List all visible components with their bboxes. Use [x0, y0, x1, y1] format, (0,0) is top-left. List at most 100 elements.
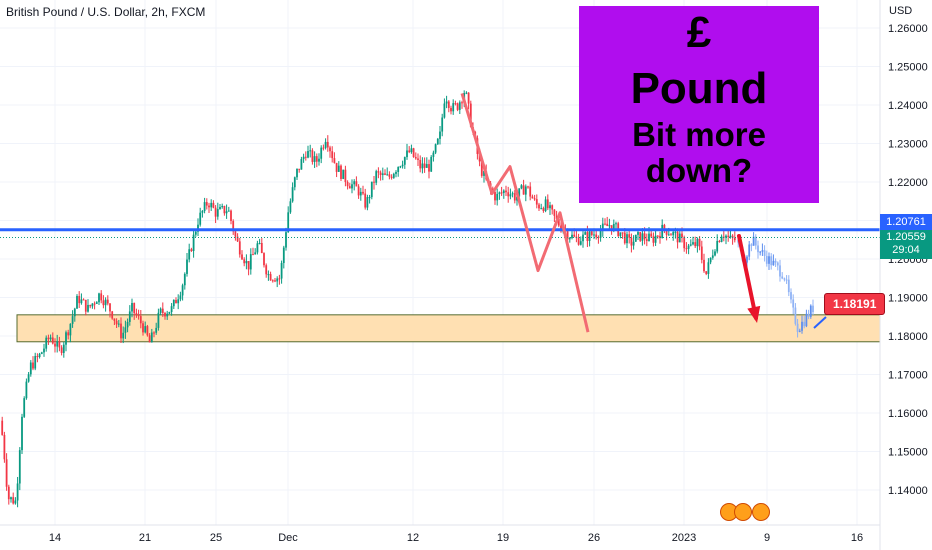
- candle-body: [599, 230, 602, 238]
- candle-body: [236, 236, 239, 242]
- candle-body: [23, 398, 26, 417]
- candle-body: [750, 244, 753, 246]
- candle-body: [179, 295, 182, 300]
- candle-body: [357, 186, 360, 196]
- callout-price-label[interactable]: 1.18191: [824, 293, 886, 315]
- candle-body: [681, 233, 683, 238]
- candle-body: [293, 177, 296, 188]
- us-flag-icon[interactable]: [734, 503, 752, 521]
- candle-body: [725, 235, 727, 238]
- candle-body: [588, 231, 591, 241]
- candle-body: [234, 231, 237, 237]
- candle-body: [69, 323, 72, 336]
- candle-body: [423, 163, 426, 168]
- candle-body: [172, 299, 175, 307]
- candle-body: [291, 187, 294, 202]
- candle-body: [21, 416, 23, 451]
- candle-body: [16, 483, 19, 501]
- candle-body: [14, 500, 17, 504]
- candle-body: [794, 307, 797, 324]
- candle-body: [38, 353, 41, 357]
- candle-body: [566, 231, 569, 240]
- candle-body: [626, 234, 628, 244]
- candle-body: [718, 241, 721, 243]
- candle-body: [443, 103, 446, 118]
- projection-zigzag[interactable]: [460, 93, 590, 333]
- candle-body: [278, 278, 281, 280]
- candle-body: [36, 356, 39, 358]
- candle-body: [381, 173, 384, 176]
- candle-body: [221, 206, 224, 208]
- candle-body: [748, 244, 751, 257]
- candle-body: [267, 274, 270, 276]
- candle-body: [249, 254, 252, 270]
- candle-body: [329, 147, 331, 152]
- candle-body: [164, 313, 166, 317]
- candle-body: [480, 161, 483, 176]
- candle-body: [208, 205, 210, 208]
- candle-body: [342, 169, 345, 179]
- candle-body: [703, 259, 705, 272]
- candle-body: [331, 151, 334, 159]
- candle-body: [73, 308, 76, 317]
- candle-body: [648, 233, 650, 242]
- candle-body: [507, 192, 510, 197]
- candle-body: [379, 172, 382, 176]
- candle-body: [757, 245, 759, 253]
- candle-body: [113, 318, 116, 321]
- candle-body: [177, 299, 180, 304]
- down-arrow-shaft: [737, 234, 758, 320]
- candle-body: [645, 239, 648, 242]
- candle-body: [502, 190, 505, 194]
- candle-body: [32, 362, 34, 369]
- candle-body: [232, 220, 235, 232]
- candle-body: [727, 235, 730, 237]
- candle-body: [639, 232, 642, 241]
- candle-body: [168, 311, 171, 314]
- candle-body: [188, 249, 191, 260]
- x-axis: 14 21 25 Dec 12 19 26 2023 9 16: [49, 532, 863, 544]
- candle-body: [47, 337, 50, 340]
- x-tick-label: 25: [210, 532, 222, 544]
- candle-body: [1, 420, 4, 435]
- support-zone[interactable]: [16, 314, 881, 343]
- candle-body: [461, 102, 463, 104]
- candle-body: [346, 182, 349, 187]
- chart-grid: [0, 0, 880, 525]
- candle-body: [159, 308, 162, 313]
- candle-body: [150, 332, 153, 343]
- candle-body: [661, 224, 664, 239]
- uk-flag-icon[interactable]: [752, 503, 770, 521]
- candle-body: [58, 341, 61, 348]
- candle-body: [175, 299, 177, 304]
- candle-body: [166, 313, 169, 317]
- candle-body: [439, 131, 441, 139]
- candle-body: [280, 263, 283, 279]
- x-tick-label: 12: [407, 532, 419, 544]
- x-tick-label: 21: [139, 532, 151, 544]
- candle-body: [445, 101, 448, 104]
- candle-body: [746, 256, 748, 263]
- candle-body: [531, 196, 534, 199]
- candle-body: [595, 234, 598, 238]
- last-price-value: 1.20559: [886, 231, 926, 243]
- candle-body: [282, 247, 285, 264]
- candle-body: [643, 233, 646, 240]
- candle-body: [43, 348, 45, 353]
- candle-body: [798, 330, 801, 332]
- candle-body: [265, 265, 268, 275]
- candle-body: [146, 326, 149, 336]
- candle-body: [465, 92, 468, 94]
- candle-body: [80, 299, 83, 304]
- y-tick-label: 1.22000: [888, 177, 928, 189]
- candle-body: [518, 188, 521, 197]
- candle-body: [765, 255, 768, 264]
- candle-body: [522, 185, 525, 195]
- candle-body: [18, 450, 21, 484]
- candle-body: [414, 156, 417, 159]
- candle-body: [45, 337, 48, 349]
- candle-body: [586, 232, 589, 241]
- candle-body: [362, 191, 364, 194]
- candle-body: [5, 459, 8, 487]
